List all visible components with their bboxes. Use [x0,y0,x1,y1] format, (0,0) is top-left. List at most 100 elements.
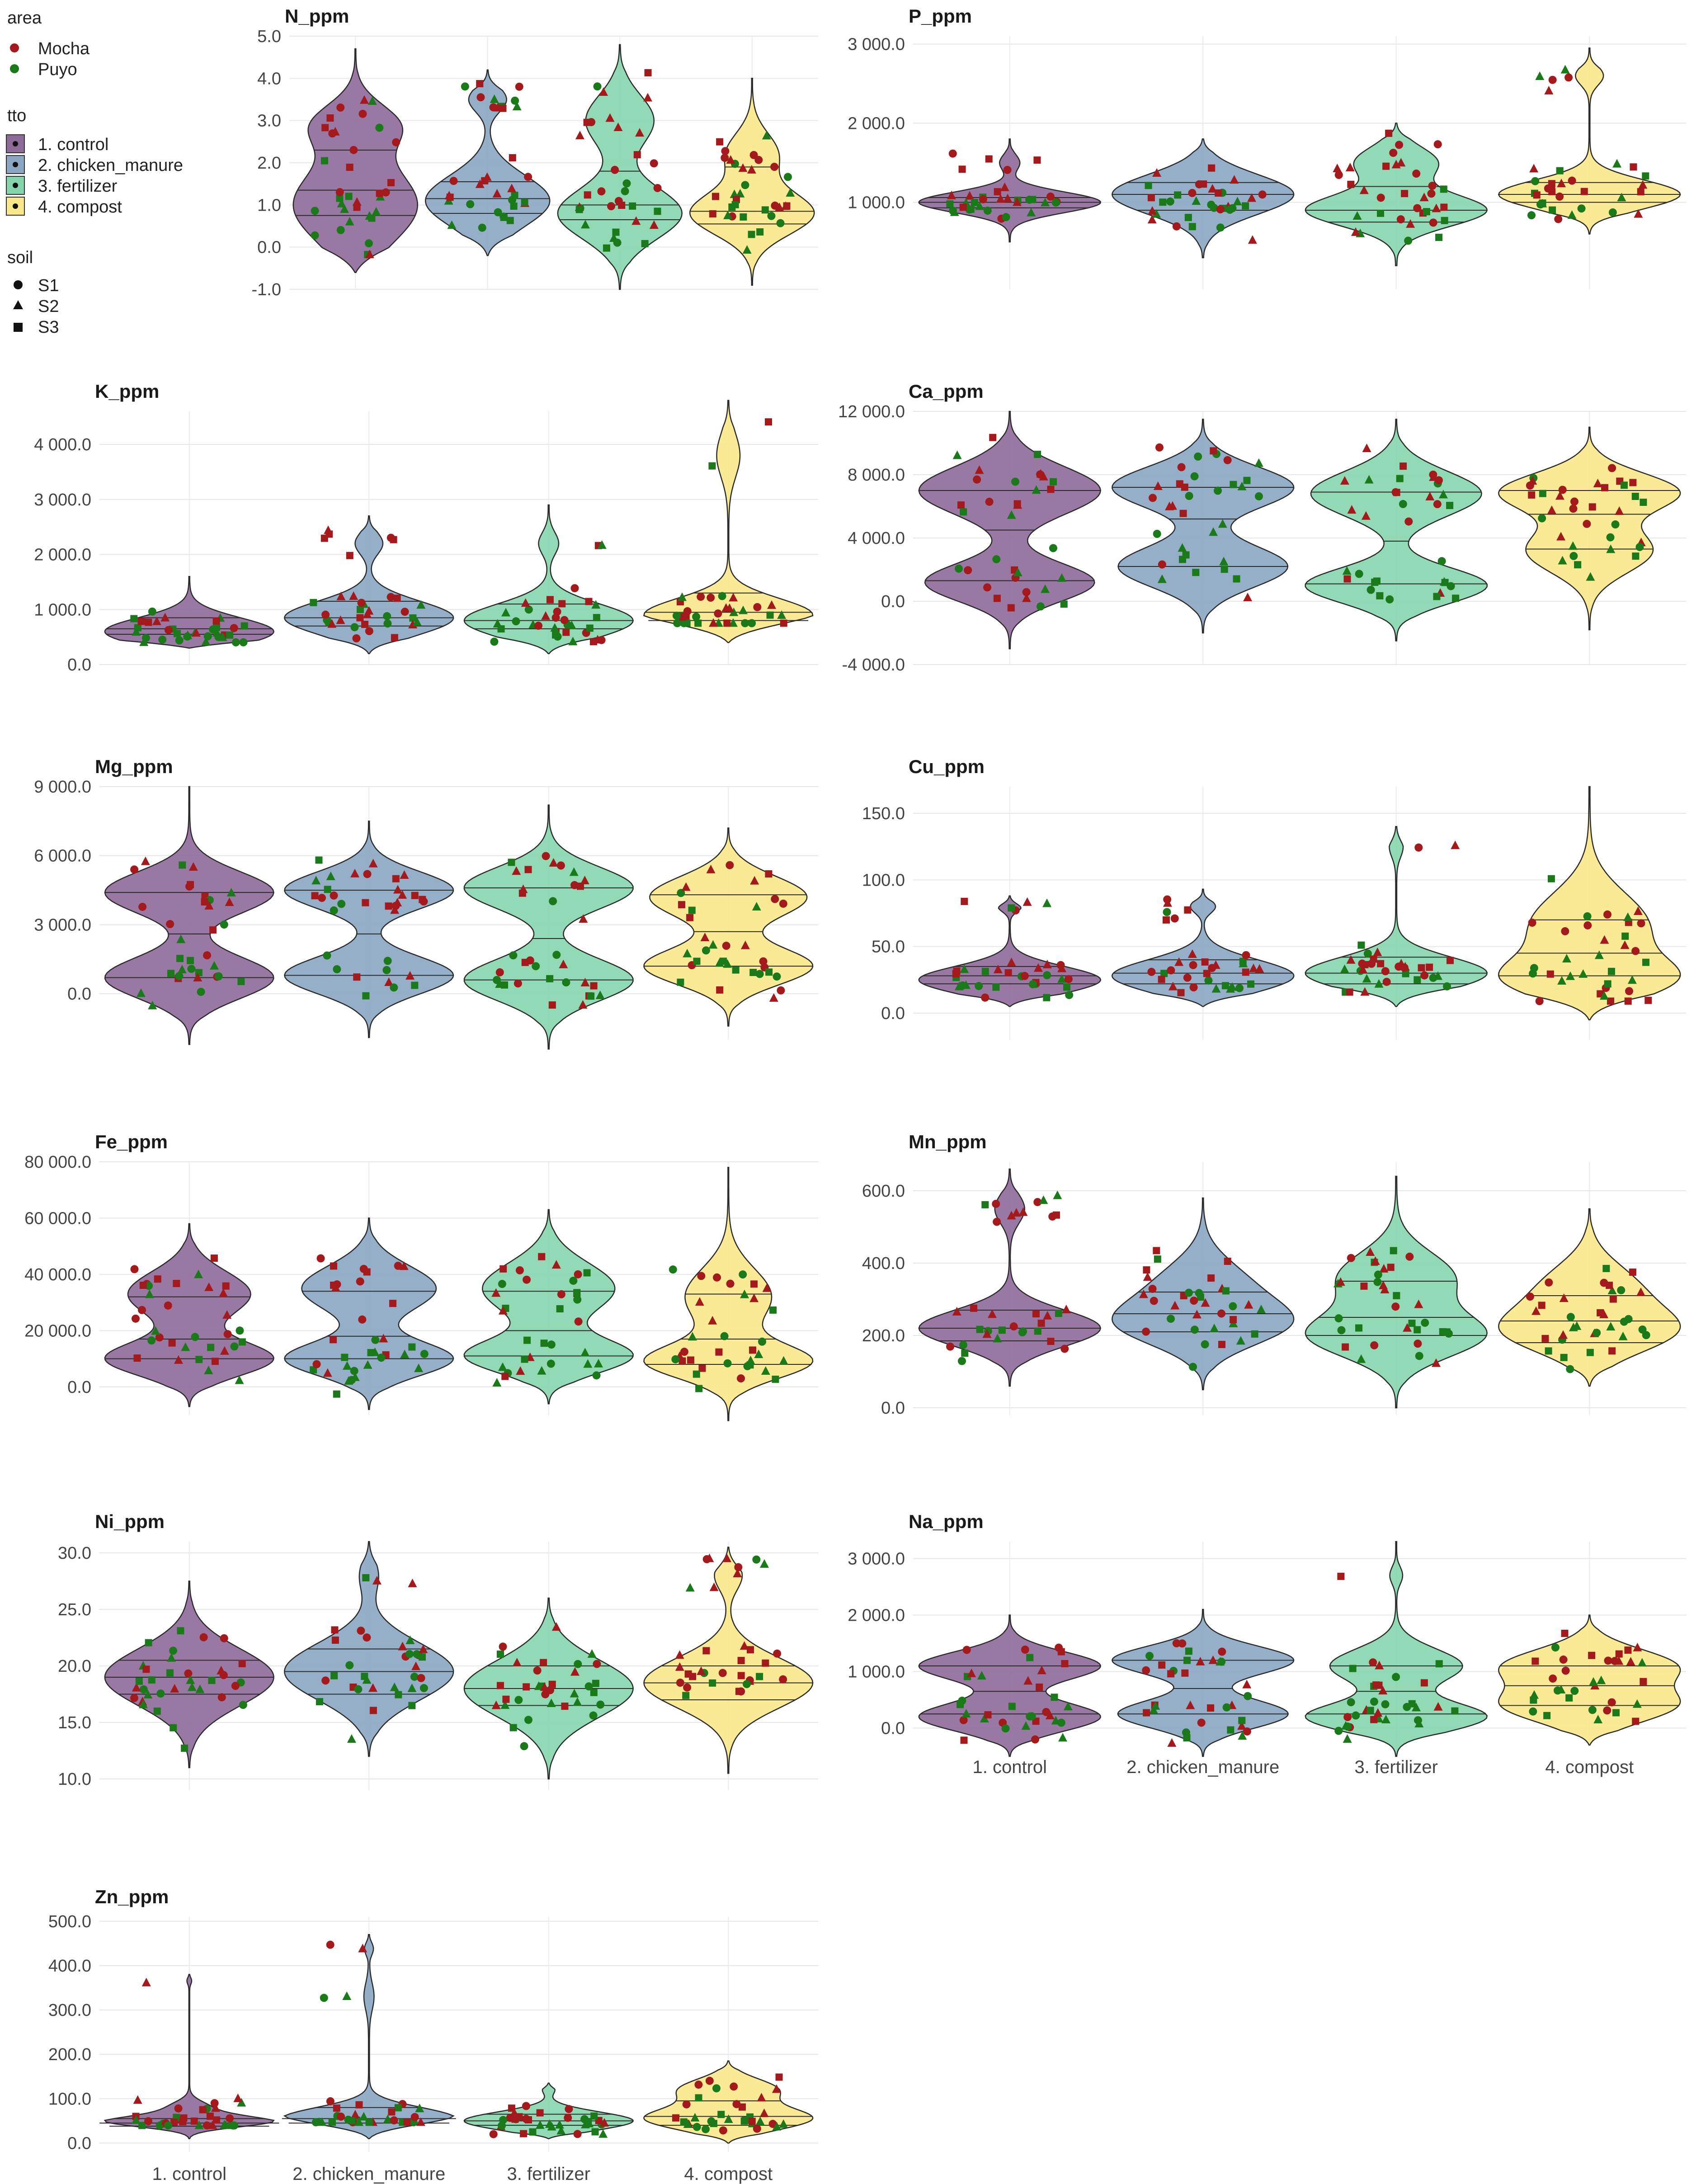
k-ppm-3-fertilizer-point [501,608,511,617]
na-ppm-2-chicken-manure-point [1207,1704,1215,1712]
k-ppm-3-fertilizer-point [490,637,499,646]
k-ppm-2-chicken-manure-point [327,619,337,628]
k-ppm-1-control-point [148,607,156,616]
mg-ppm-4-compost-point [779,899,787,908]
fe-ppm-3-fertilizer-point [583,1269,591,1277]
legend-control-swatch-dot [13,141,18,146]
mg-ppm-2-chicken-manure-point [411,892,419,899]
mg-ppm-4-compost-point [755,970,764,978]
mn-ppm-1-control-point [970,1304,978,1312]
legend-s3-marker [14,323,23,332]
mn-ppm-1-control-point [982,1329,992,1338]
ni-ppm-1-control-point [187,1682,197,1691]
p-ppm-4-compost-point [1564,73,1573,82]
n-ppm-4-compost-point [731,201,739,208]
ca-ppm-1-control-point [1007,510,1016,519]
n-ppm-3-fertilizer-point [631,216,641,225]
mn-ppm-4-compost-point [1608,1347,1616,1355]
zn-ppm-4-compost-point [772,2122,782,2131]
p-ppm-3-fertilizer-point [1435,234,1443,241]
na-ppm-4-compost-point [1570,1687,1579,1695]
fe-ppm-1-control-point [130,1265,139,1274]
p-ppm-2-chicken-manure-point [1152,168,1162,177]
na-ppm-3-fertilizer-xtick-label: 3. fertilizer [1355,1757,1438,1777]
ca-ppm-4-compost-point [1586,572,1595,581]
k-ppm-3-fertilizer-point [568,637,578,646]
p-ppm-3-fertilizer-point [1345,162,1355,171]
p-ppm-2-chicken-manure-point [1145,182,1152,189]
mn-ppm-1-control-point [1019,1327,1027,1336]
fe-ppm-3-fertilizer-point [573,1289,581,1297]
n-ppm-3-fertilizer-point [622,179,631,188]
na-ppm-1-control-point [1021,1645,1029,1654]
p-ppm-1-control-point [1033,156,1041,164]
p-ppm-ytick-label: 1 000.0 [848,193,905,212]
mg-ppm-4-compost-point [726,861,734,869]
zn-ppm-4-compost-point [717,2111,725,2118]
mg-ppm-4-compost-point [759,957,768,966]
ca-ppm-1-control-point [955,564,963,573]
mg-ppm-1-control-point [187,965,196,973]
ca-ppm-3-fertilizer-point [1429,470,1437,479]
mn-ppm-4-compost-point [1617,1286,1626,1294]
p-ppm-4-compost-point [1557,179,1566,188]
p-ppm-1-control-point [979,195,987,203]
k-ppm-1-control-point [137,618,145,625]
cu-ppm-1-control-point [961,897,968,905]
ca-ppm-ytick-label: 12 000.0 [838,402,905,421]
fe-ppm-1-control-point [222,1310,232,1319]
fe-ppm-3-fertilizer-point [594,1359,603,1368]
ca-ppm-4-compost-point [1539,490,1546,497]
cu-ppm-3-fertilizer-point [1420,971,1429,980]
ni-ppm-3-fertilizer-point [512,1658,522,1667]
mg-ppm-1-control-point [166,920,174,929]
p-ppm-2-chicken-manure-point [1147,215,1157,224]
k-ppm-ytick-label: 2 000.0 [34,546,91,565]
ca-ppm-1-control-point [1013,500,1021,508]
p-ppm-2-chicken-manure-point [1248,235,1257,244]
na-ppm-1-control-point [960,1736,968,1744]
mn-ppm-3-fertilizer-point [1408,1320,1416,1327]
p-ppm-1-control-point [965,191,975,200]
n-ppm-2-chicken-manure-point [509,154,516,162]
na-ppm-1-control-point [1057,1648,1065,1656]
mg-ppm-4-compost-point [693,958,701,965]
ca-ppm-3-fertilizer-point [1396,475,1404,482]
zn-ppm-4-compost-point [712,2084,721,2093]
n-ppm-4-compost-point [721,154,729,162]
mn-ppm-3-fertilizer-point [1360,1282,1368,1290]
cu-ppm-1-control-point [1028,980,1037,989]
p-ppm-3-fertilizer-point [1429,218,1437,227]
na-ppm-3-fertilizer-point [1420,1679,1428,1687]
ca-ppm-3-fertilizer-point [1362,443,1371,453]
mg-ppm-1-control-point [201,898,208,906]
p-ppm-4-compost-point [1555,192,1564,201]
na-ppm-1-control-point [1037,1665,1046,1675]
ni-ppm-3-fertilizer-point [520,1742,528,1750]
p-ppm-3-fertilizer-point [1334,170,1343,179]
k-ppm-3-fertilizer-point [562,628,570,636]
zn-ppm-4-compost-point [757,2093,766,2102]
n-ppm-1-control-point [364,239,373,248]
mg-ppm-3-fertilizer-point [579,914,588,923]
cu-ppm-2-chicken-manure-point [1235,984,1244,992]
p-ppm-2-chicken-manure-point [1225,205,1234,214]
ca-ppm-3-fertilizer-point [1376,592,1384,599]
mg-ppm-1-control-point [204,901,214,910]
na-ppm-ytick-label: 1 000.0 [848,1663,905,1682]
legend-mocha-label: Mocha [38,39,90,58]
cu-ppm-3-fertilizer-point [1377,960,1385,967]
k-ppm-2-chicken-manure-point [391,634,398,642]
mg-ppm-ytick-label: 3 000.0 [34,915,91,934]
p-ppm-2-chicken-manure-point [1159,198,1167,206]
k-ppm-2-chicken-manure-point [350,623,359,632]
k-ppm-4-compost-point [714,609,722,618]
ni-ppm-4-compost-point [756,1673,763,1680]
mn-ppm-4-compost-point [1618,1331,1628,1340]
k-ppm-2-chicken-manure-point [383,612,391,620]
k-ppm-3-fertilizer-point [570,584,579,593]
mg-ppm-ytick-label: 0.0 [67,985,91,1004]
ca-ppm-1-control-point [983,583,992,592]
cu-ppm-1-control-point [953,967,961,975]
ni-ppm-ytick-label: 30.0 [58,1544,91,1563]
